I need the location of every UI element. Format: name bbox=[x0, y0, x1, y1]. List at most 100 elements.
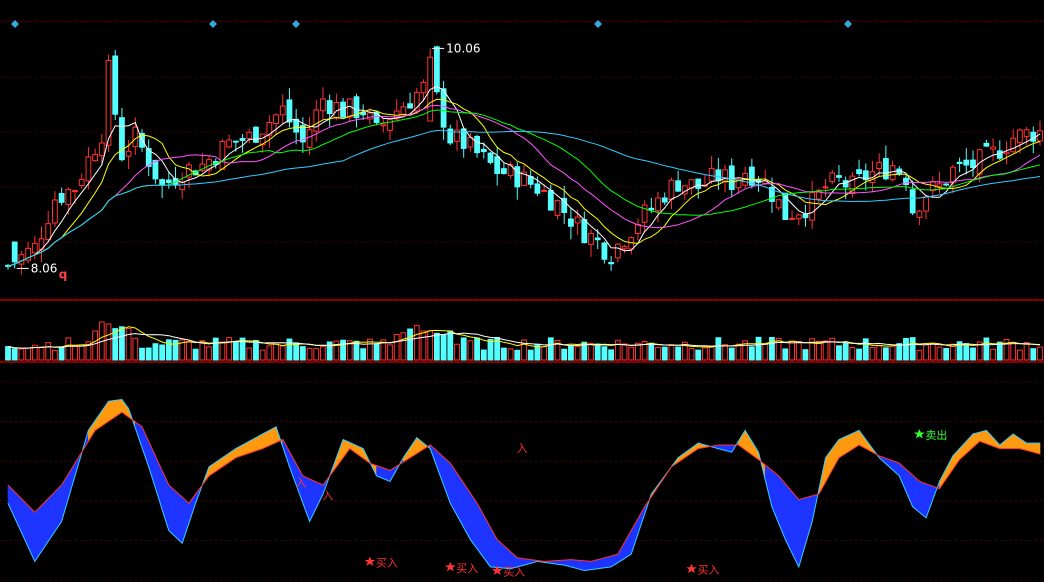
volume-bar bbox=[373, 343, 380, 361]
volume-bar bbox=[970, 347, 976, 361]
energy-fill-segment bbox=[604, 555, 612, 569]
candle-body bbox=[500, 168, 507, 175]
energy-fill-segment bbox=[939, 468, 947, 490]
toolbar-button[interactable]: 预 bbox=[990, 2, 1011, 22]
candle-body bbox=[152, 159, 159, 180]
candle-body bbox=[856, 169, 862, 175]
toolbar-button[interactable]: 信息 bbox=[1012, 2, 1044, 22]
ma-legend-value: 8.55 bbox=[272, 4, 300, 18]
energy-fill-segment bbox=[315, 481, 324, 508]
candle-body bbox=[440, 88, 447, 128]
energy-fill-segment bbox=[818, 457, 826, 495]
candle-body bbox=[239, 138, 246, 142]
volume-legend: 总手: 158730 MAVOL5: 209973 MAVOL10: 15547… bbox=[4, 305, 315, 321]
energy-fill-segment bbox=[235, 444, 243, 459]
volume-bar bbox=[306, 347, 313, 361]
candle-body bbox=[259, 133, 266, 146]
volume-bar bbox=[534, 343, 541, 361]
volume-bar bbox=[963, 343, 970, 361]
toolbar-button[interactable]: 加 bbox=[858, 2, 879, 22]
candle-body bbox=[809, 192, 816, 221]
mavol5-label: MAVOL5: bbox=[91, 306, 149, 320]
volume-bar bbox=[996, 341, 1003, 361]
candle-body bbox=[581, 219, 588, 244]
candle-body bbox=[635, 224, 641, 234]
toolbar-button[interactable]: 均 bbox=[880, 2, 901, 22]
indicator-explain-button[interactable]: 指标说明 bbox=[990, 365, 1044, 383]
volume-bar bbox=[688, 348, 695, 361]
energy-fill-segment bbox=[811, 489, 820, 522]
volume-bar bbox=[346, 340, 353, 361]
ma-line-ma30 bbox=[7, 109, 1041, 267]
energy-line-a bbox=[7, 398, 1040, 572]
energy-fill-segment bbox=[805, 495, 813, 545]
candle-body bbox=[1003, 151, 1010, 155]
volume-bar bbox=[668, 345, 675, 361]
energy-fill-segment bbox=[490, 527, 498, 568]
energy-fill-segment bbox=[657, 474, 666, 488]
candle-body bbox=[976, 149, 983, 175]
candle-body bbox=[132, 126, 139, 148]
energy-fill-segment bbox=[697, 442, 706, 449]
toolbar-button[interactable]: 区 bbox=[968, 2, 989, 22]
candle-body bbox=[943, 183, 950, 186]
toolbar-button[interactable]: 权 bbox=[902, 2, 923, 22]
volume-bar bbox=[125, 328, 132, 361]
ma-legend-value: 8.38 bbox=[421, 4, 449, 18]
volume-bar bbox=[366, 338, 373, 361]
stock-name: 黄山旅游 bbox=[36, 4, 85, 18]
candle-body bbox=[199, 163, 206, 171]
energy-fill-segment bbox=[74, 451, 83, 476]
energy-fill-segment bbox=[329, 457, 337, 477]
candle-body bbox=[192, 170, 199, 176]
period-label[interactable]: 日线 bbox=[4, 4, 29, 18]
candle-body bbox=[648, 207, 655, 211]
best-indicator-button[interactable]: 最优指标 bbox=[908, 365, 986, 383]
energy-fill-segment bbox=[27, 504, 36, 562]
energy-fill-segment bbox=[523, 558, 532, 566]
indicator-a-label: A: bbox=[71, 367, 88, 381]
volume-bar bbox=[460, 337, 467, 361]
energy-fill-segment bbox=[336, 439, 344, 468]
candle-body bbox=[333, 101, 340, 119]
candle-body bbox=[353, 96, 360, 119]
toolbar-button[interactable]: 叠 bbox=[924, 2, 945, 22]
energy-fill-segment bbox=[738, 429, 746, 451]
candle-body bbox=[722, 169, 728, 183]
volume-bar bbox=[755, 336, 762, 361]
energy-fill-segment bbox=[590, 559, 599, 570]
candle-body bbox=[641, 204, 648, 223]
volume-bar bbox=[889, 345, 896, 361]
energy-fill-segment bbox=[275, 426, 284, 447]
candle-body bbox=[1037, 130, 1043, 142]
candle-body bbox=[903, 177, 909, 186]
volume-bar bbox=[815, 340, 822, 361]
volume-bar bbox=[943, 348, 950, 361]
candle-body bbox=[65, 189, 72, 206]
marker-q: q bbox=[59, 267, 68, 281]
volume-bar bbox=[58, 346, 65, 361]
volume-bar bbox=[98, 321, 105, 361]
indicator-name[interactable]: 威廉能量线 bbox=[4, 367, 65, 381]
candle-body bbox=[534, 183, 541, 194]
volume-bar bbox=[380, 339, 387, 361]
energy-fill-segment bbox=[195, 484, 203, 504]
candle-body bbox=[18, 254, 25, 265]
high-price-label: 10.06 bbox=[446, 41, 480, 55]
volume-bar bbox=[527, 349, 534, 361]
energy-fill-segment bbox=[309, 478, 317, 522]
volume-bar bbox=[594, 343, 601, 361]
volume-bar bbox=[112, 328, 119, 361]
volume-button[interactable]: 成交量 bbox=[964, 304, 1044, 322]
volume-bar bbox=[869, 347, 876, 361]
volume-bar bbox=[802, 349, 809, 361]
toolbar-button[interactable]: 窗 bbox=[946, 2, 967, 22]
candle-body bbox=[85, 156, 92, 182]
volume-bar bbox=[561, 348, 568, 361]
volume-bar bbox=[728, 347, 735, 361]
energy-fill-segment bbox=[135, 421, 143, 448]
signal-star-icon bbox=[364, 556, 376, 566]
energy-fill-segment bbox=[148, 441, 156, 489]
energy-fill-segment bbox=[34, 504, 42, 563]
